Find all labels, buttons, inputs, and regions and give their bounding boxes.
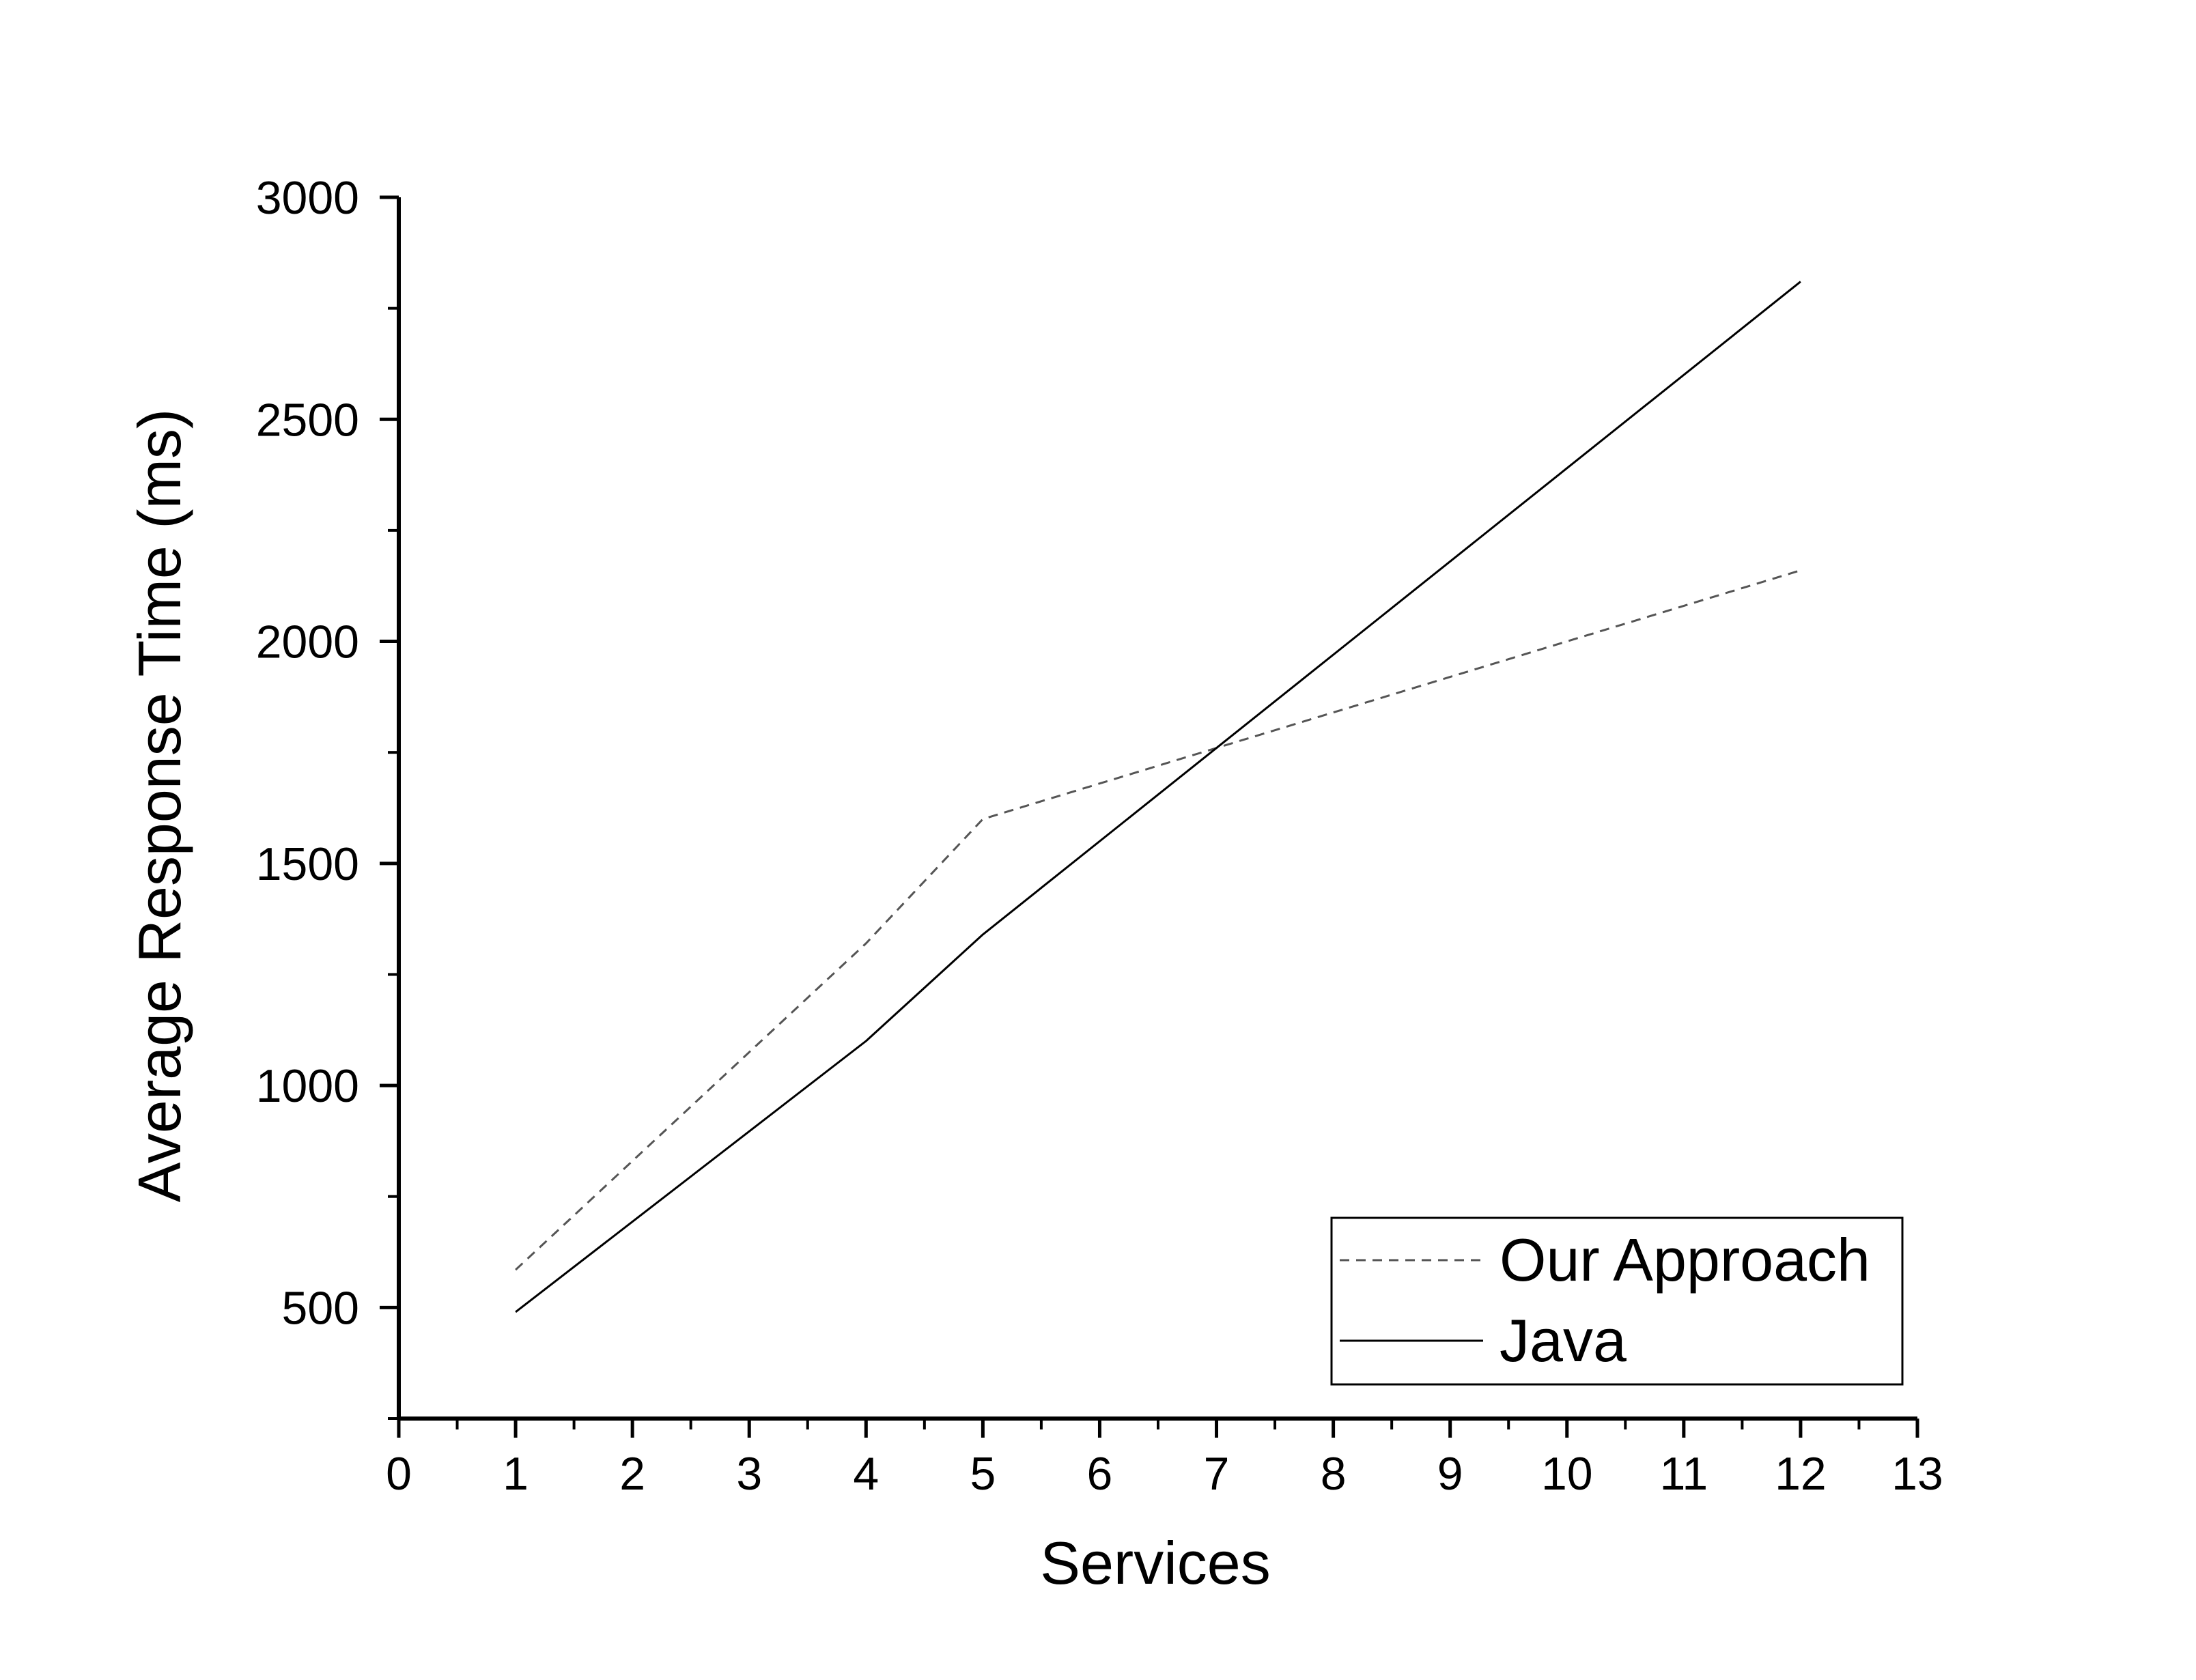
- series-line-our-approach: [515, 569, 1801, 1271]
- x-tick-label: 11: [1660, 1448, 1708, 1500]
- legend: Our Approach Java: [1330, 1216, 1904, 1386]
- legend-item-java: Java: [1340, 1307, 1627, 1374]
- x-tick-label: 8: [1321, 1448, 1347, 1500]
- y-tick-label: 1500: [256, 838, 359, 890]
- x-ticks: 0 1 2 3 4 5 6 7 8 9 10 11 12 13: [386, 1419, 1943, 1500]
- x-tick-label: 2: [619, 1448, 645, 1500]
- x-tick-label: 13: [1891, 1448, 1943, 1500]
- x-tick-label: 10: [1541, 1448, 1593, 1500]
- y-axis-title: Average Response Time (ms): [126, 409, 193, 1202]
- y-tick-label: 2000: [256, 616, 359, 668]
- x-tick-label: 0: [386, 1448, 412, 1500]
- series-layer: [515, 281, 1801, 1313]
- x-tick-label: 4: [853, 1448, 879, 1500]
- x-axis-title: Services: [1040, 1529, 1270, 1597]
- y-tick-label: 1000: [256, 1060, 359, 1112]
- legend-label-java: Java: [1500, 1307, 1627, 1374]
- legend-item-our-approach: Our Approach: [1340, 1226, 1870, 1294]
- x-tick-label: 9: [1437, 1448, 1463, 1500]
- y-tick-label: 3000: [256, 172, 359, 224]
- x-tick-label: 12: [1775, 1448, 1827, 1500]
- legend-label-our-approach: Our Approach: [1500, 1226, 1870, 1294]
- x-tick-label: 1: [503, 1448, 529, 1500]
- legend-box: [1330, 1216, 1904, 1386]
- x-tick-label: 6: [1087, 1448, 1113, 1500]
- y-tick-label: 500: [282, 1282, 359, 1334]
- y-ticks: 500 1000 1500 2000 2500 3000: [256, 172, 399, 1420]
- x-tick-label: 5: [970, 1448, 996, 1500]
- x-tick-label: 7: [1204, 1448, 1230, 1500]
- series-line-java: [515, 281, 1801, 1313]
- x-tick-label: 3: [736, 1448, 762, 1500]
- y-tick-label: 2500: [256, 394, 359, 446]
